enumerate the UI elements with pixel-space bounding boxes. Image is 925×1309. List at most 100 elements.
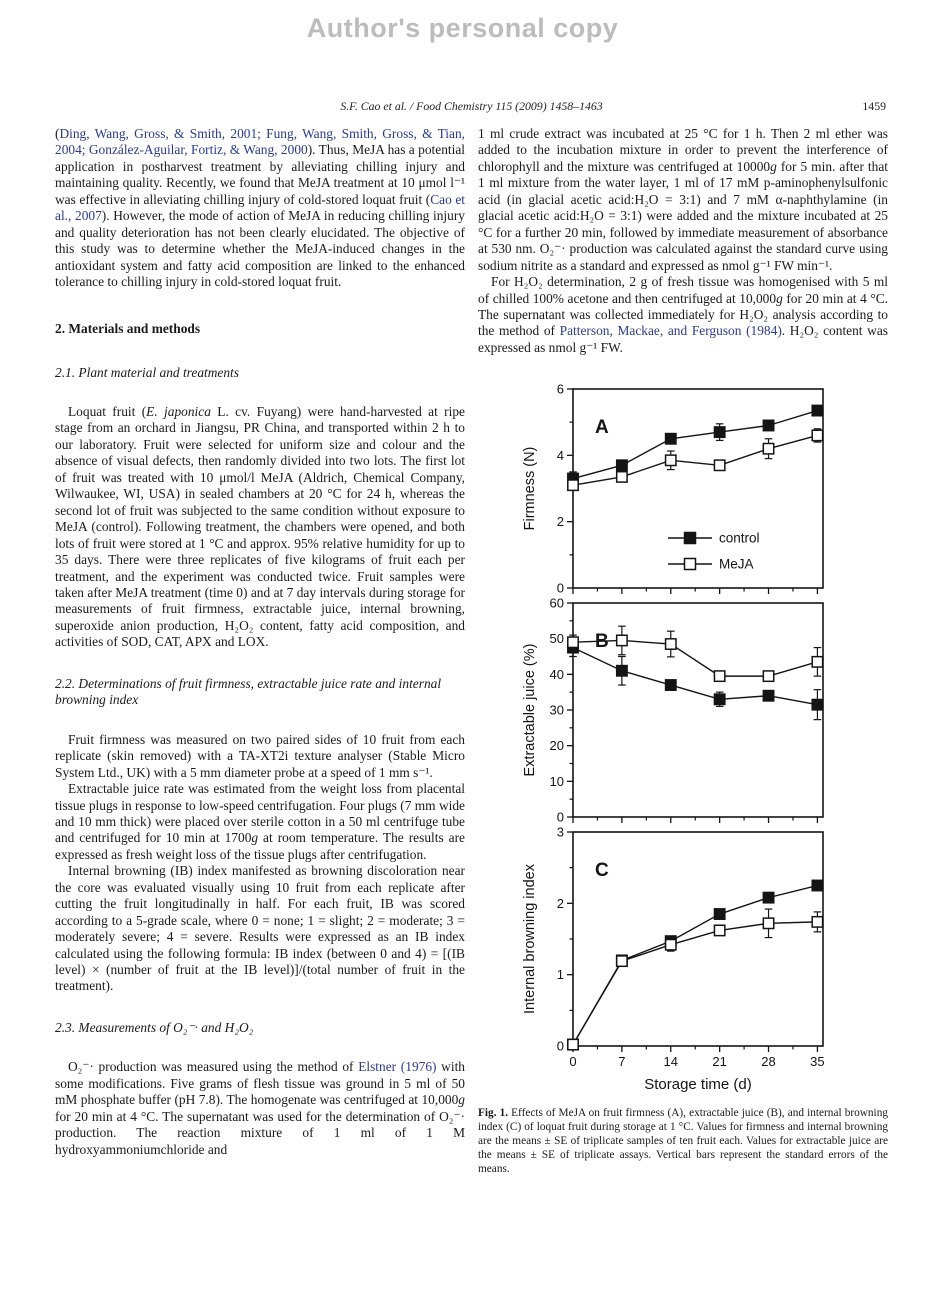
series-line-MeJA — [572, 435, 818, 487]
left-column: (Ding, Wang, Gross, & Smith, 2001; Fung,… — [55, 126, 465, 1176]
citation-link[interactable]: Elstner (1976) — [358, 1059, 437, 1075]
series-line-MeJA — [572, 640, 818, 678]
x-tick-label: 21 — [712, 1054, 726, 1069]
subsection-heading-2-3: 2.3. Measurements of O₂⁻· and H₂O₂ — [55, 1019, 254, 1035]
data-marker-filled-square — [664, 679, 677, 692]
data-marker-open-square — [664, 638, 677, 651]
data-marker-open-square — [567, 1038, 579, 1051]
panel-letter: C — [595, 860, 609, 881]
legend-marker-open-square — [683, 558, 697, 571]
data-marker-open-square — [664, 454, 677, 467]
text-segment: ( — [55, 126, 60, 141]
y-tick-label: 10 — [550, 774, 564, 789]
text-segment: g — [251, 830, 259, 846]
paragraph-h2o2-determination: For H₂O₂ determination, 2 g of fresh tis… — [478, 274, 888, 356]
y-tick-label: 60 — [550, 596, 564, 611]
legend-marker-filled-square — [683, 532, 697, 545]
text-segment: Extractable juice rate was estimated fro… — [55, 781, 465, 846]
data-marker-filled-square — [811, 404, 824, 417]
series-line-MeJA — [572, 921, 818, 1046]
y-axis-title: Extractable juice (%) — [522, 644, 538, 777]
citation-link[interactable]: Cao et al., 2007 — [55, 191, 465, 224]
text-segment: Fig. 1. — [478, 1107, 509, 1120]
text-segment: Fruit firmness was measured on two paire… — [55, 731, 465, 780]
data-marker-open-square — [811, 916, 824, 929]
data-marker-filled-square — [615, 459, 628, 472]
plot-frame — [572, 831, 824, 1048]
data-marker-open-square — [567, 479, 579, 492]
data-marker-filled-square — [811, 699, 824, 711]
figure-1-caption: Fig. 1. Effects of MeJA on fruit firmnes… — [478, 1106, 888, 1176]
panel-letter: B — [595, 631, 609, 652]
text-segment: g — [458, 1092, 465, 1108]
citation-link[interactable]: Ding, Wang, Gross, & Smith, 2001; Fung, … — [55, 126, 465, 158]
data-marker-open-square — [615, 471, 628, 484]
chart-panel-c-internal-browning: 0 1 2 3 0 7 14 21 28 35 C Internal browning index St… — [522, 825, 825, 1094]
data-marker-filled-square — [615, 665, 628, 678]
plot-frame — [572, 602, 824, 819]
text-segment: at room temperature. The results are exp… — [55, 830, 465, 862]
x-tick-label: 14 — [664, 1054, 678, 1069]
paragraph-crude-extract-continued: 1 ml crude extract was incubated at 25 °… — [478, 126, 888, 274]
x-tick-label: 28 — [761, 1054, 775, 1069]
data-marker-open-square — [615, 955, 628, 968]
data-marker-open-square — [762, 917, 775, 930]
panel-letter: A — [595, 417, 609, 438]
y-tick-label: 20 — [550, 739, 564, 754]
legend-label: MeJA — [719, 557, 754, 572]
text-segment: Effects of MeJA on fruit firmness (A), e… — [478, 1107, 888, 1176]
data-marker-open-square — [713, 924, 726, 937]
series-line-control — [572, 885, 818, 1046]
y-tick-label: 2 — [557, 896, 564, 911]
data-marker-open-square — [762, 443, 775, 455]
text-segment: O₂⁻· production was measured using the m… — [68, 1059, 359, 1075]
figure-1: 0 2 4 6 A Firmness (N) control MeJA 0 10 20 30 40 50… — [520, 380, 836, 1094]
text-segment: for 20 min at 4 °C. The supernatant was … — [55, 1108, 465, 1157]
citation-link[interactable]: Patterson, Mackae, and Ferguson (1984) — [559, 323, 782, 339]
paragraph-extractable-juice-method: Extractable juice rate was estimated fro… — [55, 781, 465, 863]
data-marker-open-square — [664, 939, 677, 952]
y-tick-label: 0 — [557, 581, 564, 596]
text-segment: For H₂O₂ determination, 2 g of fresh tis… — [478, 274, 888, 306]
data-marker-open-square — [713, 670, 726, 683]
data-marker-filled-square — [713, 426, 726, 439]
right-column: 1 ml crude extract was incubated at 25 °… — [478, 126, 888, 1176]
series-line-control — [572, 647, 818, 706]
data-marker-open-square — [811, 429, 824, 442]
chart-panel-a-firmness: 0 2 4 6 A Firmness (N) control MeJA — [522, 382, 824, 596]
x-tick-label: 0 — [569, 1054, 576, 1069]
two-column-body: (Ding, Wang, Gross, & Smith, 2001; Fung,… — [55, 126, 888, 1176]
data-marker-filled-square — [713, 908, 726, 921]
y-tick-label: 50 — [550, 632, 564, 647]
running-head: S.F. Cao et al. / Food Chemistry 115 (20… — [55, 99, 888, 114]
y-axis-title: Firmness (N) — [522, 447, 538, 531]
text-segment: with some modifications. Five grams of f… — [55, 1059, 465, 1108]
y-tick-label: 0 — [557, 1039, 564, 1054]
text-segment: Internal browning (IB) index manifested … — [55, 863, 465, 994]
data-marker-filled-square — [811, 879, 824, 892]
data-marker-open-square — [567, 636, 579, 649]
legend-label: control — [719, 531, 760, 546]
text-segment: . H₂O₂ content was expressed as nmol g⁻¹… — [478, 323, 888, 355]
text-segment: ). Thus, MeJA has a potential applicatio… — [55, 142, 465, 207]
text-segment: 1 ml crude extract was incubated at 25 °… — [478, 126, 888, 174]
y-axis-title: Internal browning index — [522, 864, 538, 1015]
text-segment: ). However, the mode of action of MeJA i… — [55, 208, 465, 290]
running-head-citation: S.F. Cao et al. / Food Chemistry 115 (20… — [340, 99, 603, 113]
data-marker-open-square — [811, 656, 824, 669]
y-tick-label: 2 — [557, 515, 564, 530]
plot-frame — [572, 388, 824, 590]
watermark-text: Author's personal copy — [306, 13, 619, 43]
data-marker-open-square — [713, 459, 726, 472]
data-marker-filled-square — [664, 433, 677, 446]
y-tick-label: 1 — [557, 968, 564, 983]
data-marker-filled-square — [762, 419, 775, 432]
data-marker-open-square — [615, 634, 628, 647]
paragraph-plant-material: Loquat fruit (E. japonica L. cv. Fuyang)… — [55, 404, 465, 651]
data-marker-filled-square — [713, 693, 726, 706]
y-tick-label: 3 — [557, 825, 564, 840]
text-segment: L. cv. Fuyang) were hand-harvested at ri… — [55, 403, 465, 650]
text-segment: E. japonica — [146, 403, 211, 419]
page-number: 1459 — [862, 99, 886, 113]
